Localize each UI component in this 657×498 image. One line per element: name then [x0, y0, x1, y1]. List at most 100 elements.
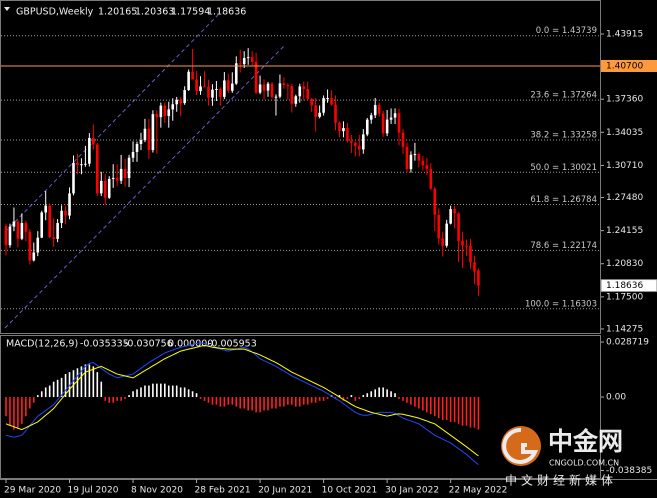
histogram-bar — [76, 368, 79, 398]
candle-body — [254, 61, 258, 93]
histogram-bar — [160, 383, 162, 398]
histogram-bar — [457, 397, 460, 424]
candle-body — [326, 98, 329, 100]
candle-body — [96, 144, 99, 194]
histogram-bar — [243, 397, 245, 409]
histogram-bar — [394, 393, 396, 398]
watermark-brand: 中金网 — [548, 427, 623, 456]
histogram-bar — [406, 397, 408, 403]
candle-body — [119, 168, 123, 181]
hline-price-box — [601, 59, 657, 72]
y-tick-label: 1.14275 — [606, 324, 643, 334]
histogram-bar — [164, 383, 166, 398]
macd-value: -0.035335 — [80, 339, 129, 350]
candle-body — [358, 146, 361, 150]
histogram-bar — [298, 397, 301, 407]
histogram-bar — [473, 397, 476, 428]
candle-body — [286, 85, 290, 87]
histogram-bar — [346, 397, 349, 399]
histogram-bar — [211, 397, 214, 405]
candle-body — [425, 165, 429, 169]
candle-body — [111, 177, 115, 179]
candle-body — [131, 151, 135, 158]
candle-body — [473, 262, 476, 272]
candle-body — [151, 114, 155, 151]
candle-body — [457, 213, 460, 241]
fib-label: 61.8 = 1.26784 — [530, 195, 597, 205]
x-tick-label: 28 Feb 2021 — [195, 486, 251, 496]
histogram-bar — [314, 397, 317, 403]
candle-body — [278, 83, 282, 97]
candle-body — [4, 226, 8, 246]
histogram-bar — [100, 381, 103, 398]
candle-body — [215, 88, 218, 90]
candle-body — [246, 57, 250, 59]
candle-body — [362, 134, 365, 150]
histogram-bar — [203, 397, 206, 401]
symbol-title: GBPUSD,Weekly — [16, 7, 94, 18]
histogram-bar — [219, 397, 222, 407]
y-tick-label: 1.37360 — [606, 95, 643, 105]
histogram-bar — [60, 377, 63, 398]
histogram-bar — [36, 395, 39, 398]
histogram-bar — [318, 397, 321, 401]
x-tick-label: 30 Jan 2022 — [385, 486, 439, 496]
candle-body — [40, 212, 44, 238]
histogram-bar — [68, 372, 71, 398]
candle-body — [433, 188, 437, 215]
candle-body — [135, 144, 139, 152]
candle-body — [8, 226, 12, 246]
candle-body — [199, 86, 202, 92]
histogram-bar — [322, 397, 325, 401]
histogram-bar — [263, 397, 265, 411]
histogram-bar — [235, 397, 238, 407]
histogram-bar — [426, 397, 428, 413]
candle-body — [445, 223, 448, 246]
candle-body — [163, 105, 167, 117]
candle-body — [258, 84, 262, 93]
candle-body — [68, 193, 71, 216]
candle-body — [250, 57, 254, 62]
candle-body — [449, 209, 452, 224]
candle-body — [44, 205, 47, 213]
candle-body — [469, 245, 472, 263]
candle-body — [223, 80, 226, 97]
histogram-bar — [350, 395, 353, 398]
last-price-box — [600, 279, 657, 293]
candle-body — [274, 96, 278, 98]
watermark: 中金网 CNGOLD.COM.CN 中文财经新媒体 — [501, 426, 623, 488]
watermark-site: CNGOLD.COM.CN — [549, 459, 619, 468]
histogram-bar — [410, 397, 412, 405]
fib-label: 0.0 = 1.43739 — [536, 26, 597, 36]
candle-body — [24, 223, 28, 232]
y-tick-label: 1.24155 — [606, 226, 643, 236]
menu-icon[interactable] — [4, 7, 10, 11]
candle-body — [179, 99, 182, 104]
candle-body — [262, 84, 266, 91]
y-tick-label: -0.038385 — [606, 466, 652, 476]
candle-body — [437, 214, 441, 239]
candle-body — [242, 58, 246, 65]
histogram-bar — [449, 397, 452, 422]
channel-line — [4, 14, 219, 233]
histogram-bar — [267, 397, 269, 411]
histogram-bar — [183, 387, 186, 398]
candle-body — [52, 237, 55, 239]
candle-body — [28, 231, 32, 261]
close-value: 1.18636 — [207, 7, 246, 18]
histogram-bar — [207, 397, 210, 403]
histogram-bar — [72, 370, 75, 398]
histogram-bar — [215, 397, 218, 405]
histogram-bar — [287, 397, 289, 405]
candle-body — [143, 128, 147, 141]
histogram-bar — [370, 391, 373, 398]
histogram-bar — [32, 397, 35, 403]
candle-body — [155, 114, 159, 118]
candle-body — [330, 98, 333, 105]
histogram-bar — [358, 397, 361, 399]
candle-body — [56, 223, 59, 239]
last-price-label: 1.18636 — [606, 281, 643, 291]
candle-body — [195, 79, 198, 92]
candle-body — [211, 89, 214, 98]
